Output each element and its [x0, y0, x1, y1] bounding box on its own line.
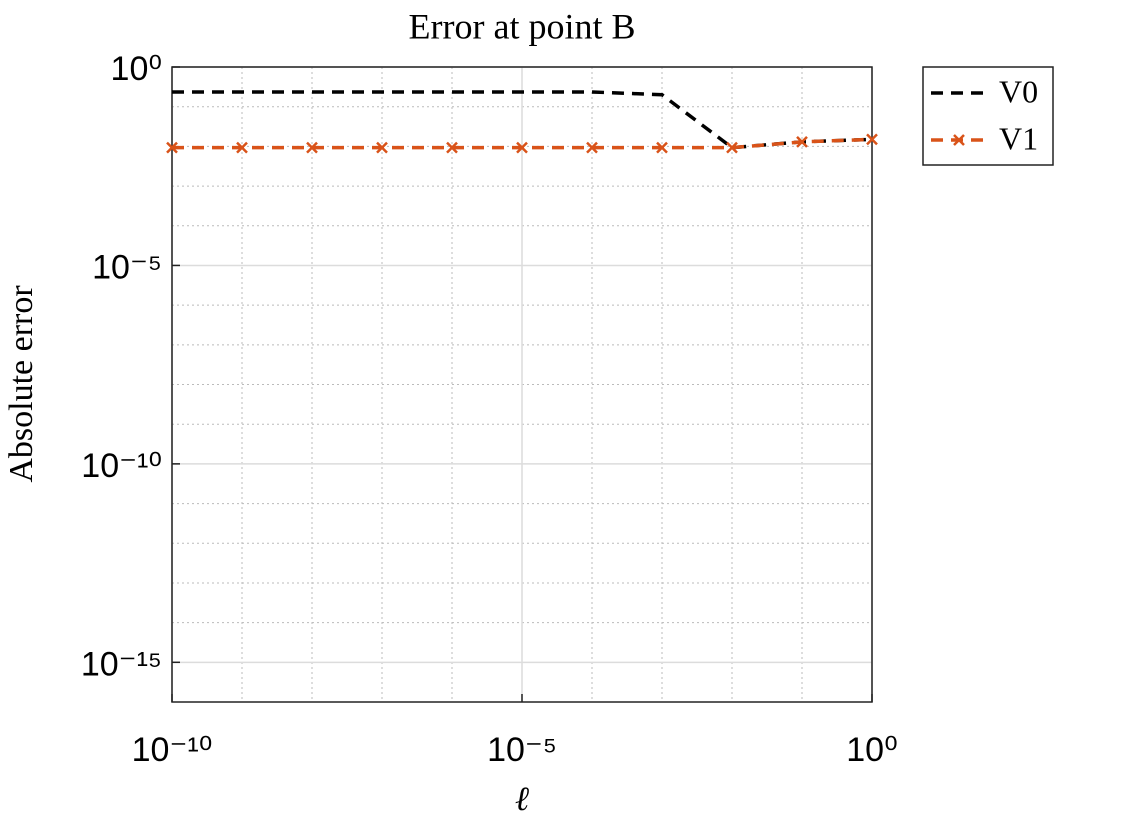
plot-frame	[171, 66, 873, 703]
marker	[726, 141, 738, 154]
chart-title: Error at point B	[409, 6, 636, 46]
y-tick-label: 10⁻¹⁵	[81, 645, 162, 683]
x-tick-label: 10⁻⁵	[487, 731, 557, 769]
x-tick-label: 10⁰	[846, 731, 897, 769]
y-tick-label: 10⁻¹⁰	[81, 447, 162, 485]
legend-label: V0	[999, 73, 1038, 109]
marker	[446, 141, 458, 154]
marker	[516, 141, 528, 154]
marker	[796, 135, 808, 148]
marker	[953, 134, 965, 146]
marker	[306, 141, 318, 154]
x-tick-label: 10⁻¹⁰	[132, 731, 213, 769]
x-axis-label: ℓ	[515, 781, 529, 818]
legend-box	[922, 66, 1054, 166]
marker	[166, 141, 178, 154]
marker	[376, 141, 388, 154]
marker	[586, 141, 598, 154]
y-tick-label: 10⁰	[111, 50, 162, 88]
legend-label: V1	[999, 120, 1038, 156]
marker	[656, 141, 668, 154]
marker	[866, 133, 878, 146]
y-axis-label: Absolute error	[3, 285, 40, 483]
marker	[236, 141, 248, 154]
y-tick-label: 10⁻⁵	[92, 248, 162, 286]
